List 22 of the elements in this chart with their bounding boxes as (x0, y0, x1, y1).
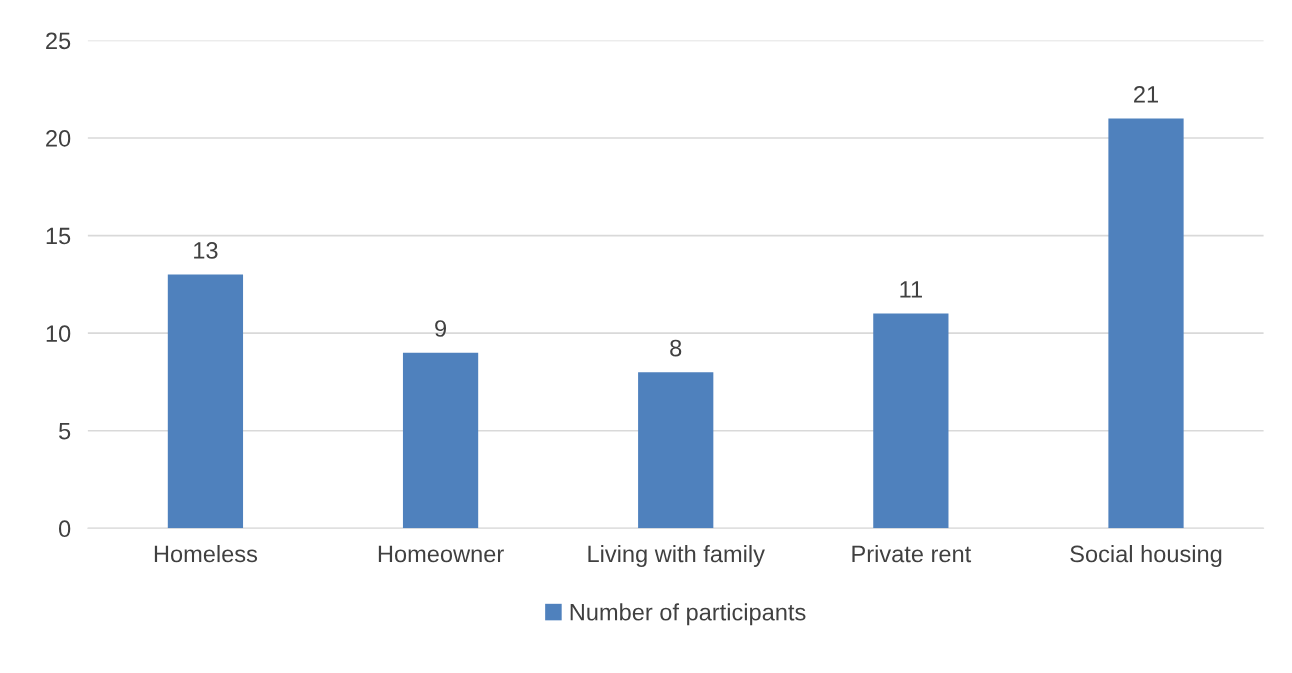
y-tick-label: 10 (46, 325, 71, 342)
x-tick-label: Homeowner (378, 545, 504, 563)
data-label: 13 (194, 242, 218, 259)
y-tick-label: 0 (58, 520, 71, 538)
y-tick-label: 15 (46, 227, 71, 245)
data-label: 11 (900, 281, 922, 298)
x-tick-label: Living with family (588, 544, 765, 567)
y-tick-label: 25 (46, 32, 71, 50)
x-tick-label: Social housing (1070, 544, 1222, 567)
x-tick-label: Homeless (154, 544, 258, 563)
bar (638, 372, 714, 529)
bar (1108, 118, 1184, 529)
data-label: 21 (1134, 85, 1158, 103)
bar (873, 313, 949, 529)
bar (402, 352, 479, 529)
y-tick-label: 20 (46, 130, 71, 147)
y-tick-label: 5 (59, 423, 71, 440)
x-tick-label: Private rent (852, 544, 972, 563)
legend-label: Number of participants (570, 603, 806, 626)
bar (167, 274, 244, 529)
data-label: 9 (435, 320, 447, 337)
data-label: 8 (670, 339, 682, 357)
